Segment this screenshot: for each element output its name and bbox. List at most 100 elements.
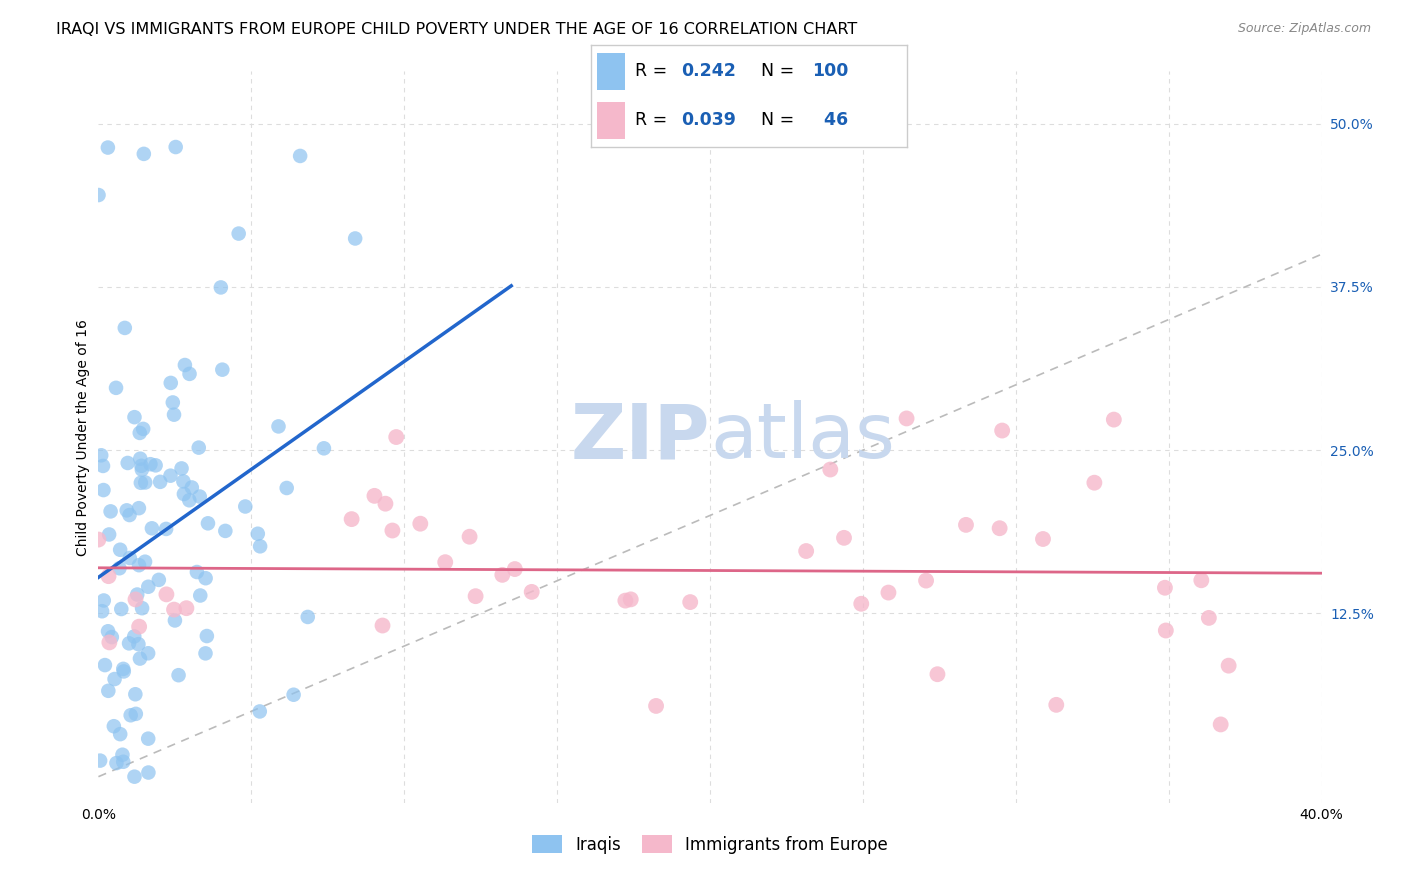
- Legend: Iraqis, Immigrants from Europe: Iraqis, Immigrants from Europe: [526, 829, 894, 860]
- Text: ZIP: ZIP: [571, 401, 710, 474]
- Text: 0.242: 0.242: [681, 62, 735, 79]
- Point: [1154, 581, 1177, 595]
- Point: [136, 646, 159, 660]
- Point: [851, 597, 873, 611]
- Point: [101, 630, 124, 644]
- Point: [267, 419, 290, 434]
- Point: [134, 555, 156, 569]
- Point: [645, 698, 668, 713]
- Point: [155, 522, 177, 536]
- Point: [434, 555, 457, 569]
- Point: [110, 602, 132, 616]
- Point: [122, 629, 145, 643]
- Point: [877, 585, 900, 599]
- Point: [128, 425, 150, 440]
- Point: [131, 462, 153, 476]
- Point: [97, 683, 120, 698]
- Point: [276, 481, 298, 495]
- Point: [93, 593, 115, 607]
- Point: [955, 517, 977, 532]
- Point: [145, 458, 167, 473]
- Point: [180, 480, 202, 494]
- Point: [794, 544, 817, 558]
- Point: [129, 651, 152, 665]
- Point: [1189, 574, 1212, 588]
- Point: [90, 448, 112, 462]
- Point: [194, 646, 217, 660]
- Text: 0.039: 0.039: [681, 111, 735, 129]
- Point: [108, 727, 131, 741]
- Point: [131, 601, 153, 615]
- Point: [115, 503, 138, 517]
- Point: [138, 765, 160, 780]
- Text: N =: N =: [762, 111, 800, 129]
- Point: [195, 629, 218, 643]
- Point: [118, 636, 141, 650]
- Point: [165, 140, 187, 154]
- Text: Source: ZipAtlas.com: Source: ZipAtlas.com: [1237, 22, 1371, 36]
- Point: [1218, 658, 1240, 673]
- Point: [163, 614, 186, 628]
- Point: [340, 512, 363, 526]
- Point: [97, 624, 120, 639]
- Point: [134, 475, 156, 490]
- Point: [103, 719, 125, 733]
- Point: [162, 395, 184, 409]
- Point: [1154, 624, 1177, 638]
- Point: [93, 483, 115, 497]
- Point: [159, 376, 181, 390]
- Point: [155, 587, 177, 601]
- Point: [188, 490, 211, 504]
- Point: [172, 475, 194, 489]
- Point: [163, 408, 186, 422]
- Point: [820, 462, 842, 476]
- Text: IRAQI VS IMMIGRANTS FROM EUROPE CHILD POVERTY UNDER THE AGE OF 16 CORRELATION CH: IRAQI VS IMMIGRANTS FROM EUROPE CHILD PO…: [56, 22, 858, 37]
- Point: [87, 533, 110, 547]
- Point: [174, 358, 197, 372]
- Point: [409, 516, 432, 531]
- Point: [283, 688, 305, 702]
- Point: [614, 593, 637, 607]
- Point: [209, 280, 232, 294]
- Text: R =: R =: [636, 111, 672, 129]
- Point: [111, 747, 134, 762]
- Point: [491, 567, 513, 582]
- Point: [98, 635, 121, 649]
- Point: [118, 508, 141, 522]
- Point: [228, 227, 250, 241]
- Point: [297, 610, 319, 624]
- Point: [103, 672, 125, 686]
- Point: [120, 708, 142, 723]
- Point: [127, 637, 149, 651]
- Point: [186, 565, 208, 579]
- Bar: [596, 102, 626, 139]
- Point: [105, 756, 128, 770]
- Point: [1032, 532, 1054, 546]
- Point: [371, 618, 394, 632]
- Point: [1045, 698, 1067, 712]
- Point: [100, 504, 122, 518]
- Point: [233, 500, 256, 514]
- Point: [149, 475, 172, 489]
- Point: [991, 424, 1014, 438]
- Y-axis label: Child Poverty Under the Age of 16: Child Poverty Under the Age of 16: [76, 318, 90, 556]
- Point: [108, 542, 131, 557]
- Point: [503, 562, 526, 576]
- Point: [385, 430, 408, 444]
- Point: [344, 231, 367, 245]
- Point: [1209, 717, 1232, 731]
- Point: [127, 588, 149, 602]
- Point: [124, 687, 146, 701]
- Point: [211, 362, 233, 376]
- Point: [129, 451, 152, 466]
- Point: [128, 501, 150, 516]
- Point: [249, 539, 271, 553]
- Point: [520, 585, 543, 599]
- Point: [125, 706, 148, 721]
- Point: [148, 573, 170, 587]
- Point: [249, 705, 271, 719]
- Text: R =: R =: [636, 62, 672, 79]
- Point: [163, 602, 186, 616]
- Point: [87, 188, 110, 202]
- Point: [131, 458, 153, 473]
